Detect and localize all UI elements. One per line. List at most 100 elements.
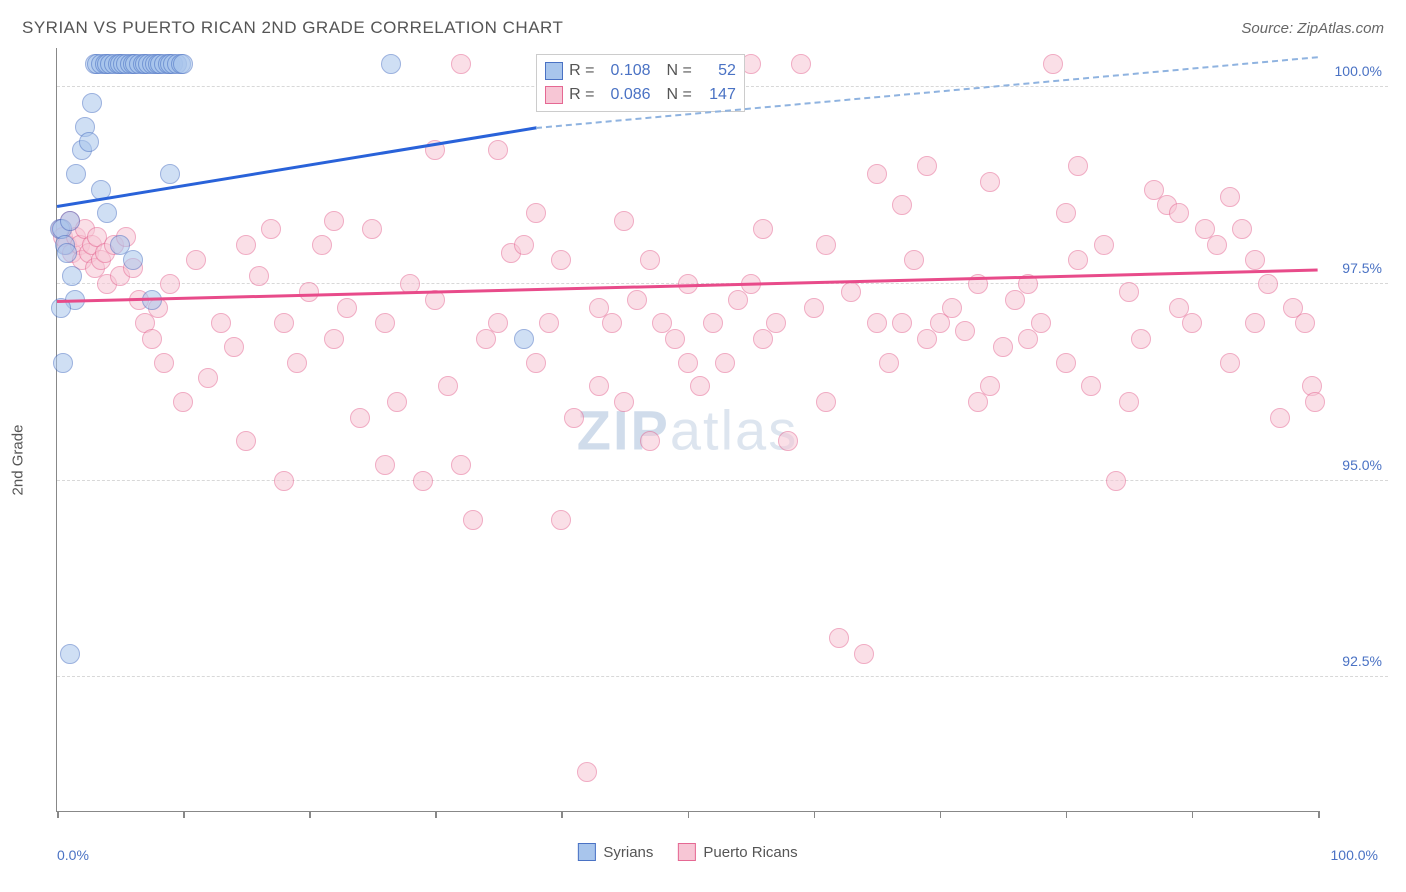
watermark-rest: atlas: [670, 398, 798, 461]
legend-swatch: [677, 843, 695, 861]
scatter-point: [1068, 250, 1088, 270]
scatter-point: [980, 172, 1000, 192]
scatter-point: [1068, 156, 1088, 176]
scatter-point: [766, 313, 786, 333]
scatter-point: [841, 282, 861, 302]
x-tick-mark: [435, 811, 437, 818]
legend-series-item: Syrians: [577, 843, 653, 861]
scatter-point: [66, 164, 86, 184]
scatter-point: [816, 392, 836, 412]
scatter-point: [1081, 376, 1101, 396]
scatter-point: [1169, 203, 1189, 223]
scatter-point: [791, 54, 811, 74]
scatter-point: [577, 762, 597, 782]
legend-series-label: Puerto Ricans: [703, 844, 797, 861]
scatter-point: [375, 455, 395, 475]
y-tick-label: 100.0%: [1335, 63, 1382, 79]
scatter-point: [287, 353, 307, 373]
scatter-point: [602, 313, 622, 333]
y-tick-label: 95.0%: [1342, 457, 1382, 473]
scatter-point: [387, 392, 407, 412]
x-tick-mark: [688, 811, 690, 818]
scatter-point: [1056, 203, 1076, 223]
scatter-point: [274, 471, 294, 491]
scatter-point: [413, 471, 433, 491]
scatter-point: [804, 298, 824, 318]
scatter-point: [1094, 235, 1114, 255]
scatter-point: [173, 392, 193, 412]
legend-stats-row: R = 0.108 N = 52: [545, 59, 736, 83]
scatter-point: [261, 219, 281, 239]
scatter-point: [564, 408, 584, 428]
scatter-point: [350, 408, 370, 428]
source-prefix: Source:: [1241, 20, 1297, 37]
scatter-point: [60, 644, 80, 664]
scatter-point: [154, 353, 174, 373]
scatter-point: [1220, 187, 1240, 207]
scatter-point: [53, 353, 73, 373]
legend-series-item: Puerto Ricans: [677, 843, 797, 861]
scatter-point: [551, 250, 571, 270]
scatter-point: [236, 431, 256, 451]
scatter-point: [375, 313, 395, 333]
scatter-point: [463, 510, 483, 530]
scatter-point: [589, 376, 609, 396]
legend-n-value: 147: [698, 86, 736, 104]
legend-n-label: N =: [667, 62, 692, 80]
scatter-point: [917, 156, 937, 176]
legend-r-value: 0.108: [601, 62, 651, 80]
x-tick-mark: [1066, 811, 1068, 818]
chart-title: SYRIAN VS PUERTO RICAN 2ND GRADE CORRELA…: [22, 18, 563, 38]
scatter-point: [438, 376, 458, 396]
chart-area: 2nd Grade ZIPatlas 92.5%95.0%97.5%100.0%…: [18, 48, 1388, 872]
legend-swatch: [545, 62, 563, 80]
scatter-point: [123, 250, 143, 270]
scatter-point: [82, 93, 102, 113]
scatter-point: [1232, 219, 1252, 239]
x-tick-mark: [940, 811, 942, 818]
grid-line: [57, 480, 1388, 481]
legend-series: Syrians Puerto Ricans: [577, 843, 797, 861]
source-label: Source: ZipAtlas.com: [1241, 20, 1384, 37]
grid-line: [57, 676, 1388, 677]
scatter-point: [678, 353, 698, 373]
scatter-point: [778, 431, 798, 451]
scatter-point: [160, 164, 180, 184]
legend-n-value: 52: [698, 62, 736, 80]
scatter-point: [539, 313, 559, 333]
x-tick-mark: [814, 811, 816, 818]
scatter-point: [1169, 298, 1189, 318]
x-tick-mark: [1192, 811, 1194, 818]
scatter-point: [249, 266, 269, 286]
scatter-point: [60, 211, 80, 231]
scatter-point: [942, 298, 962, 318]
legend-r-label: R =: [569, 86, 594, 104]
scatter-point: [142, 329, 162, 349]
legend-stats-row: R =0.086N =147: [545, 83, 736, 107]
y-tick-label: 92.5%: [1342, 653, 1382, 669]
scatter-point: [451, 455, 471, 475]
scatter-point: [224, 337, 244, 357]
scatter-point: [1220, 353, 1240, 373]
scatter-point: [892, 195, 912, 215]
scatter-point: [381, 54, 401, 74]
scatter-point: [640, 431, 660, 451]
scatter-point: [614, 211, 634, 231]
x-tick-mark: [183, 811, 185, 818]
y-axis-label: 2nd Grade: [10, 425, 27, 496]
scatter-point: [324, 211, 344, 231]
scatter-point: [274, 313, 294, 333]
scatter-point: [1245, 313, 1265, 333]
scatter-point: [879, 353, 899, 373]
y-tick-label: 97.5%: [1342, 260, 1382, 276]
scatter-point: [1305, 392, 1325, 412]
scatter-point: [57, 243, 77, 263]
scatter-point: [299, 282, 319, 302]
scatter-point: [816, 235, 836, 255]
scatter-point: [1106, 471, 1126, 491]
legend-series-label: Syrians: [603, 844, 653, 861]
scatter-point: [1245, 250, 1265, 270]
trend-line: [57, 127, 537, 208]
legend-swatch: [577, 843, 595, 861]
legend-r-label: R =: [569, 62, 594, 80]
